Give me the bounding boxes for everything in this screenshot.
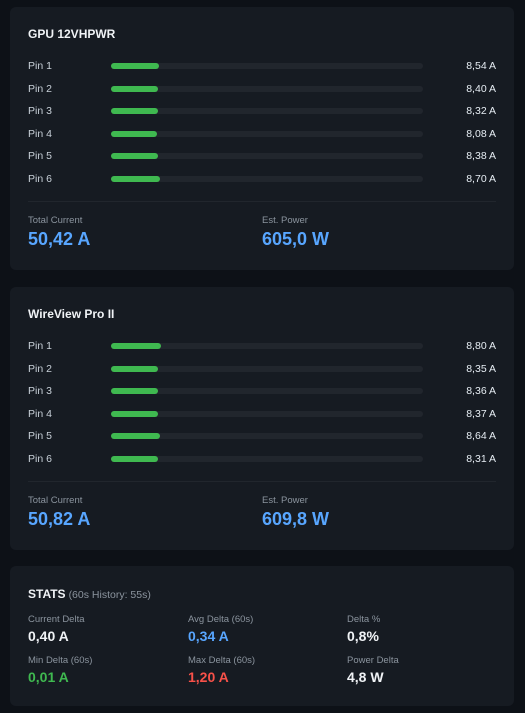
pin-current-bar <box>111 410 423 417</box>
pin-row: Pin 1 8,80 A <box>10 336 514 359</box>
pin-label: Pin 1 <box>28 340 52 352</box>
pin-current-value: 8,32 A <box>466 105 496 118</box>
pin-current-bar <box>111 63 423 69</box>
pin-current-value: 8,70 A <box>466 172 496 185</box>
stats-history-subtitle: (60s History: 55s) <box>68 589 151 601</box>
total-current-value: 50,42 A <box>28 229 91 249</box>
pin-current-bar-fill <box>111 410 158 417</box>
pin-row: Pin 6 8,31 A <box>10 449 514 472</box>
pin-current-bar-fill <box>111 343 161 349</box>
pin-current-bar-fill <box>111 153 158 160</box>
pin-current-bar <box>111 153 423 160</box>
est-power-label: Est. Power <box>262 215 308 226</box>
stats-title-text: STATS <box>28 587 66 601</box>
min-delta-label: Min Delta (60s) <box>28 655 93 666</box>
delta-percent-label: Delta % <box>347 614 381 625</box>
divider <box>28 481 496 482</box>
pin-current-bar <box>111 343 423 349</box>
wireview-pro-card: WireView Pro II Pin 1 8,80 A Pin 2 8,35 … <box>10 287 514 550</box>
current-delta-value: 0,40 A <box>28 628 69 644</box>
pin-current-value: 8,35 A <box>466 362 496 375</box>
pin-current-value: 8,36 A <box>466 385 496 398</box>
pin-current-bar-fill <box>111 455 158 462</box>
pin-row: Pin 5 8,38 A <box>10 146 514 169</box>
min-delta-value: 0,01 A <box>28 669 69 685</box>
pin-current-bar <box>111 175 423 182</box>
pin-current-bar-fill <box>111 63 160 69</box>
power-delta-label: Power Delta <box>347 655 399 666</box>
pin-current-bar-fill <box>111 108 158 115</box>
pin-current-bar-fill <box>111 85 158 92</box>
pin-label: Pin 4 <box>28 127 52 140</box>
pin-current-value: 8,40 A <box>466 82 496 95</box>
est-power-value: 605,0 W <box>262 229 330 249</box>
pin-current-value: 8,80 A <box>466 340 496 352</box>
pin-current-bar-fill <box>111 130 158 137</box>
pin-current-value: 8,38 A <box>466 150 496 163</box>
pin-label: Pin 1 <box>28 60 52 72</box>
max-delta-value: 1,20 A <box>188 669 229 685</box>
pin-row: Pin 4 8,08 A <box>10 124 514 147</box>
total-current-label: Total Current <box>28 495 83 506</box>
avg-delta-label: Avg Delta (60s) <box>188 614 254 625</box>
current-delta-label: Current Delta <box>28 614 85 625</box>
pin-row: Pin 1 8,54 A <box>10 56 514 79</box>
pin-label: Pin 5 <box>28 150 52 163</box>
card-title: WireView Pro II <box>28 307 115 321</box>
pin-label: Pin 2 <box>28 82 52 95</box>
pin-row: Pin 2 8,40 A <box>10 79 514 102</box>
power-delta-value: 4,8 W <box>347 669 384 685</box>
pin-label: Pin 2 <box>28 362 52 375</box>
pin-current-bar-fill <box>111 365 158 372</box>
pin-row: Pin 2 8,35 A <box>10 359 514 382</box>
pin-label: Pin 4 <box>28 407 52 420</box>
pin-label: Pin 3 <box>28 385 52 398</box>
pin-current-bar-fill <box>111 388 158 395</box>
est-power-label: Est. Power <box>262 495 308 506</box>
pin-label: Pin 3 <box>28 105 52 118</box>
pin-current-bar <box>111 455 423 462</box>
pin-current-bar <box>111 433 423 440</box>
gpu-12vhpwr-card: GPU 12VHPWR Pin 1 8,54 A Pin 2 8,40 A Pi… <box>10 7 514 270</box>
pin-current-value: 8,54 A <box>466 60 496 72</box>
pin-row: Pin 5 8,64 A <box>10 426 514 449</box>
pin-current-bar-fill <box>111 175 160 182</box>
total-current-value: 50,82 A <box>28 509 91 529</box>
pin-label: Pin 6 <box>28 452 52 465</box>
est-power-value: 609,8 W <box>262 509 330 529</box>
stats-card: STATS (60s History: 55s) Current Delta 0,… <box>10 566 514 706</box>
pin-current-bar-fill <box>111 433 160 440</box>
pin-label: Pin 6 <box>28 172 52 185</box>
pin-current-value: 8,37 A <box>466 407 496 420</box>
total-current-label: Total Current <box>28 215 83 226</box>
pin-current-bar <box>111 85 423 92</box>
pin-current-bar <box>111 130 423 137</box>
pin-row: Pin 3 8,32 A <box>10 101 514 124</box>
pin-current-value: 8,08 A <box>466 127 496 140</box>
stats-title: STATS (60s History: 55s) <box>28 587 151 601</box>
pin-row: Pin 6 8,70 A <box>10 169 514 192</box>
pin-row: Pin 3 8,36 A <box>10 381 514 404</box>
pin-list: Pin 1 8,80 A Pin 2 8,35 A Pin 3 8,36 A P… <box>10 336 514 472</box>
divider <box>28 201 496 202</box>
pin-current-bar <box>111 108 423 115</box>
pin-current-bar <box>111 365 423 372</box>
pin-current-bar <box>111 388 423 395</box>
delta-percent-value: 0,8% <box>347 628 379 644</box>
pin-list: Pin 1 8,54 A Pin 2 8,40 A Pin 3 8,32 A P… <box>10 56 514 192</box>
max-delta-label: Max Delta (60s) <box>188 655 256 666</box>
card-title: GPU 12VHPWR <box>28 27 116 41</box>
pin-label: Pin 5 <box>28 430 52 443</box>
avg-delta-value: 0,34 A <box>188 628 229 644</box>
pin-current-value: 8,64 A <box>466 430 496 443</box>
pin-row: Pin 4 8,37 A <box>10 404 514 427</box>
pin-current-value: 8,31 A <box>466 452 496 465</box>
